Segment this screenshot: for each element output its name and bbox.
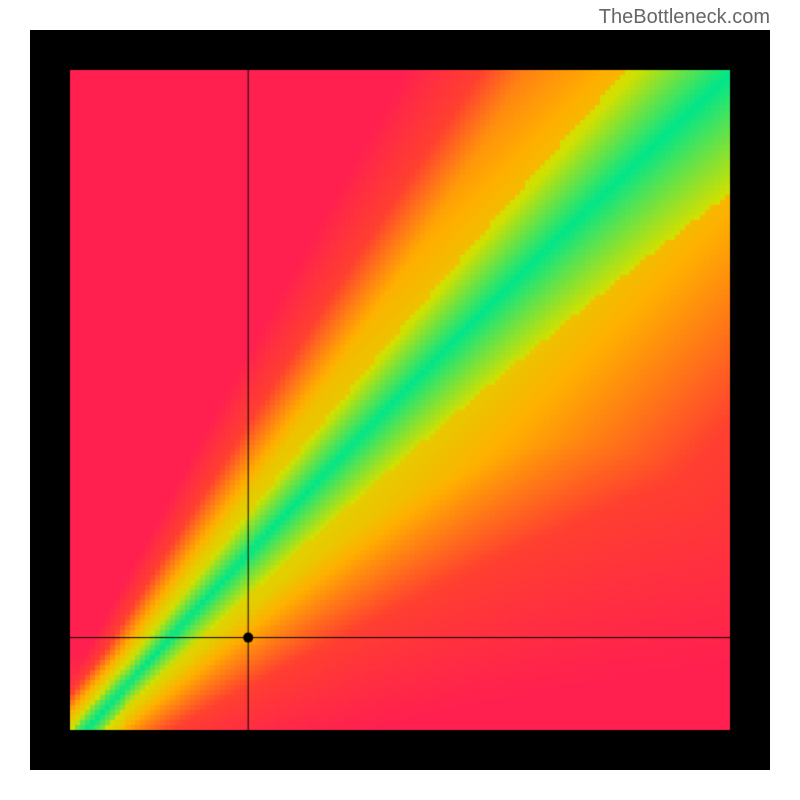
heatmap-canvas: [30, 30, 770, 770]
watermark-label: TheBottleneck.com: [599, 6, 770, 29]
heatmap-chart: [30, 30, 770, 770]
